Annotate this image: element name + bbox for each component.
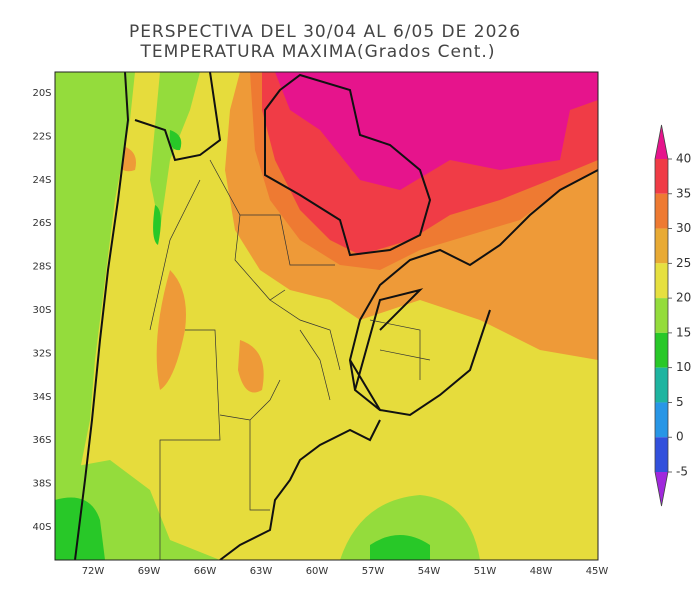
lat-label: 24S — [32, 175, 51, 186]
colorbar-label: 25 — [676, 256, 691, 270]
colorbar: 40 35 30 25 20 15 10 5 0 -5 — [654, 124, 691, 507]
lat-label: 38S — [32, 479, 51, 490]
colorbar-segment — [655, 298, 668, 333]
lat-label: 20S — [32, 88, 51, 99]
colorbar-segment — [655, 228, 668, 264]
lon-label: 57W — [362, 566, 385, 577]
colorbar-label: 40 — [676, 152, 691, 166]
field-above-40 — [275, 72, 598, 190]
lon-label: 51W — [474, 566, 497, 577]
field-15-20 — [150, 72, 200, 230]
lon-label: 60W — [306, 566, 329, 577]
field-25-30 — [118, 145, 264, 393]
lat-label: 30S — [32, 305, 51, 316]
subtitle: TEMPERATURA MAXIMA(Grados Cent.) — [140, 42, 496, 62]
lon-label: 66W — [194, 566, 217, 577]
colorbar-segment — [655, 332, 668, 368]
lat-label: 26S — [32, 218, 51, 229]
colorbar-label: 15 — [676, 325, 691, 339]
lon-label: 54W — [418, 566, 441, 577]
colorbar-segment — [655, 263, 668, 299]
lon-label: 72W — [82, 566, 105, 577]
colorbar-cap — [655, 472, 668, 506]
province-lines — [149, 159, 431, 560]
colorbar-label: 0 — [676, 430, 684, 444]
lat-label: 40S — [32, 522, 51, 533]
lat-label: 32S — [32, 348, 51, 359]
lat-label: 28S — [32, 262, 51, 273]
colorbar-label: 10 — [676, 360, 691, 374]
lat-label: 22S — [32, 131, 51, 142]
colorbar-segment — [655, 193, 668, 229]
lat-label: 34S — [32, 392, 51, 403]
country-border — [134, 72, 432, 560]
field-15-20 — [55, 72, 135, 480]
lon-label: 69W — [138, 566, 161, 577]
colorbar-label: 30 — [676, 221, 691, 235]
colorbar-label: -5 — [676, 465, 688, 479]
lon-label: 45W — [586, 566, 609, 577]
field-10-15 — [55, 130, 430, 560]
colorbar-segment — [655, 437, 668, 472]
map-frame — [54, 71, 599, 561]
colorbar-segment — [655, 367, 668, 403]
andes-border — [74, 72, 130, 560]
coast-border — [348, 169, 598, 417]
lon-label: 48W — [530, 566, 553, 577]
colorbar-label: 5 — [676, 395, 684, 409]
colorbar-segment — [655, 402, 668, 438]
axis-labels: 20S 22S 24S 26S 28S 30S 32S 34S 36S 38S 40S 72W 69W 6… — [32, 88, 608, 577]
colorbar-label: 20 — [676, 291, 691, 305]
colorbar-cap — [655, 125, 668, 159]
title: PERSPECTIVA DEL 30/04 AL 6/05 DE 2026 — [129, 22, 521, 42]
colorbar-segment — [655, 159, 668, 194]
colorbar-label: 35 — [676, 186, 691, 200]
lat-label: 36S — [32, 435, 51, 446]
temperature-map — [55, 72, 598, 560]
lon-label: 63W — [250, 566, 273, 577]
